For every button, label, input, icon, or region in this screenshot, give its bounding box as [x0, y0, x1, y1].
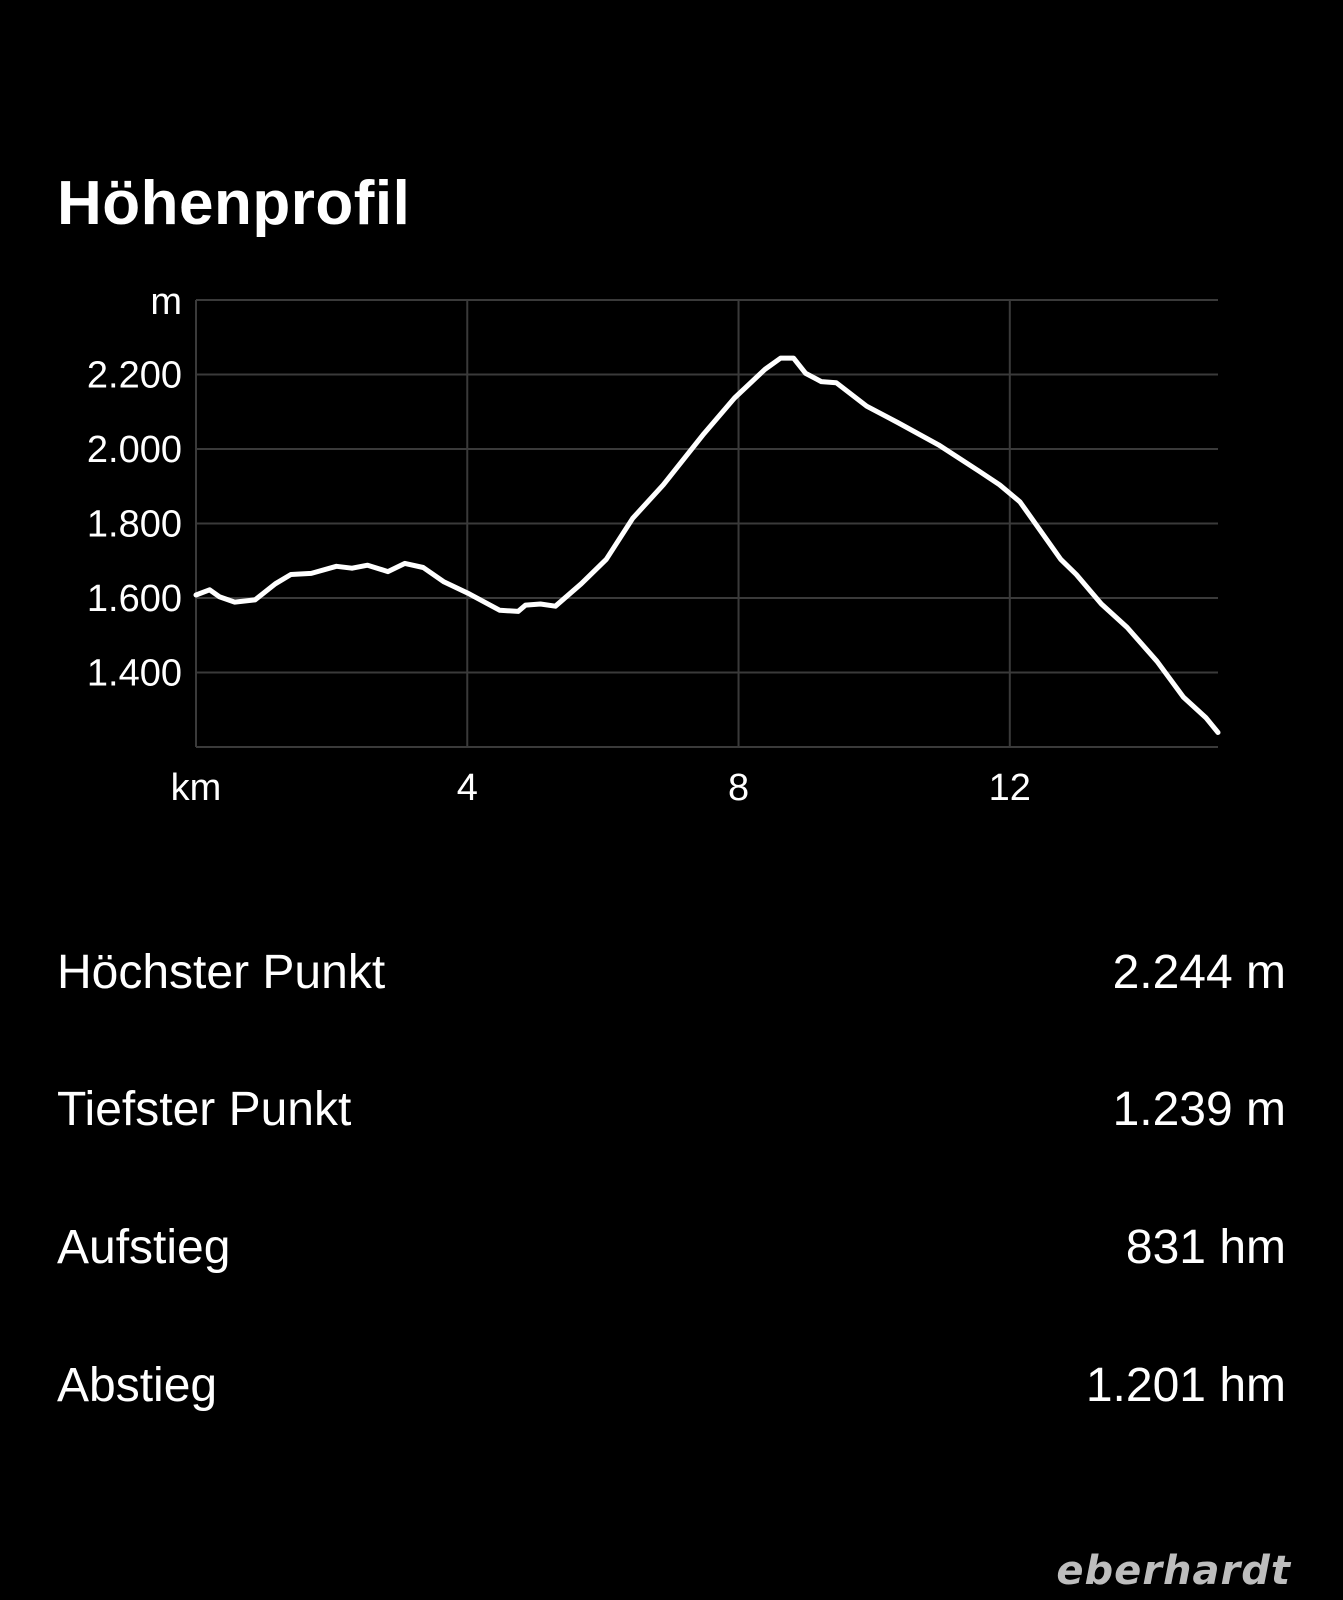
y-tick-label: 2.200 [87, 355, 182, 397]
stat-row-descent: Abstieg 1.201 hm [57, 1358, 1286, 1414]
page-title: Höhenprofil [57, 169, 411, 238]
x-axis-unit: km [171, 767, 222, 809]
stat-label: Tiefster Punkt [57, 1083, 352, 1136]
x-tick-label: 12 [989, 767, 1031, 809]
stat-label: Aufstieg [57, 1221, 231, 1274]
stat-value: 831 hm [1125, 1221, 1286, 1274]
elevation-line [193, 355, 1221, 735]
y-tick-label: 1.600 [87, 578, 182, 620]
y-tick-label: 2.000 [87, 429, 182, 471]
elevation-chart: 1.400 1.600 1.800 2.000 2.200 4 8 12 m km [87, 281, 1221, 809]
stat-label: Abstieg [57, 1359, 218, 1412]
y-tick-label: 1.400 [87, 653, 182, 695]
x-tick-label: 4 [457, 767, 478, 809]
stat-label: Höchster Punkt [57, 946, 386, 999]
stat-value: 2.244 m [1112, 946, 1286, 999]
stat-row-lowest: Tiefster Punkt 1.239 m [57, 1082, 1286, 1138]
stat-row-ascent: Aufstieg 831 hm [57, 1220, 1286, 1276]
stat-row-highest: Höchster Punkt 2.244 m [57, 945, 1286, 1001]
y-axis-unit: m [150, 281, 182, 323]
stat-value: 1.239 m [1112, 1083, 1286, 1136]
stat-value: 1.201 hm [1085, 1359, 1286, 1412]
x-tick-label: 8 [728, 767, 749, 809]
brand-logo: eberhardt [1056, 1548, 1291, 1594]
y-tick-label: 1.800 [87, 504, 182, 546]
